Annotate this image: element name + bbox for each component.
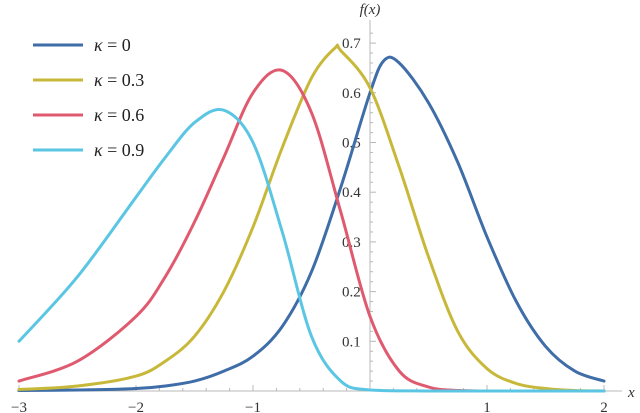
series-group [17,43,606,393]
y-tick-label: 0.2 [342,285,361,301]
legend-label: κ = 0.9 [94,140,144,160]
series-line-3 [17,107,606,393]
legend-label: κ = 0.3 [94,70,144,90]
y-tick-label: 0.7 [342,36,361,52]
y-axis-title: f(x) [360,2,381,18]
x-tick-label: 2 [600,400,608,413]
y-tick-label: 0.4 [342,185,361,201]
x-tick-label: 1 [483,400,491,413]
x-axis-title: x [627,385,635,401]
series-line-1 [17,43,606,393]
y-tick-label: 0.6 [342,86,361,102]
x-tick-label: −2 [128,400,144,413]
legend-label: κ = 0 [94,35,131,55]
legend: κ = 0 κ = 0.3 κ = 0.6 κ = 0.9 [33,35,144,160]
x-tick-label: −3 [11,400,27,413]
series-line-0 [17,55,606,392]
legend-label: κ = 0.6 [94,105,144,125]
y-tick-label: 0.1 [342,334,361,350]
y-axis-ticks: 0.10.20.30.40.50.60.7 [342,32,376,382]
x-tick-label: −1 [245,400,261,413]
x-axis-ticks: −3 −2 −1 1 2 [11,385,608,413]
